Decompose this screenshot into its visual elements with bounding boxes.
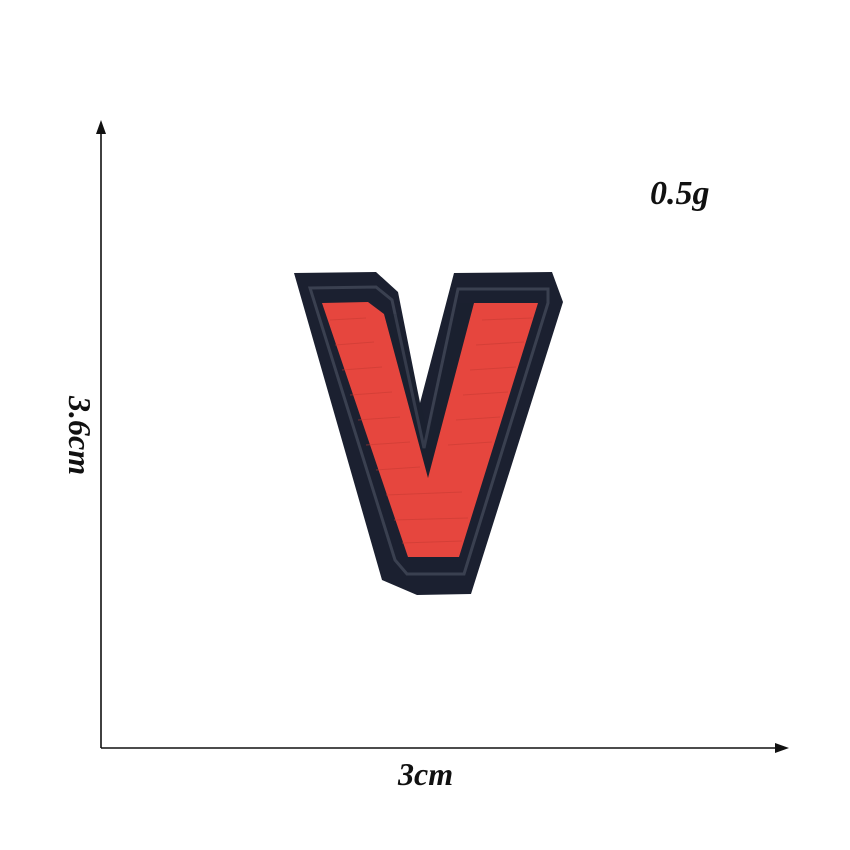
patch-stitch-outline [307,285,550,576]
patch-inner-notch [384,303,474,478]
arrow-right-icon [775,743,789,753]
height-label: 3.6cm [62,396,98,476]
letter-v-patch-icon [294,272,563,595]
arrow-up-icon [96,120,106,134]
patch-red-fill [322,302,538,557]
height-label-wrapper: 3.6cm [58,396,98,496]
weight-label: 0.5g [650,175,710,212]
embroidery-texture [329,317,533,544]
width-label: 3cm [398,756,454,792]
vertical-axis [96,120,106,748]
horizontal-axis [101,743,789,753]
